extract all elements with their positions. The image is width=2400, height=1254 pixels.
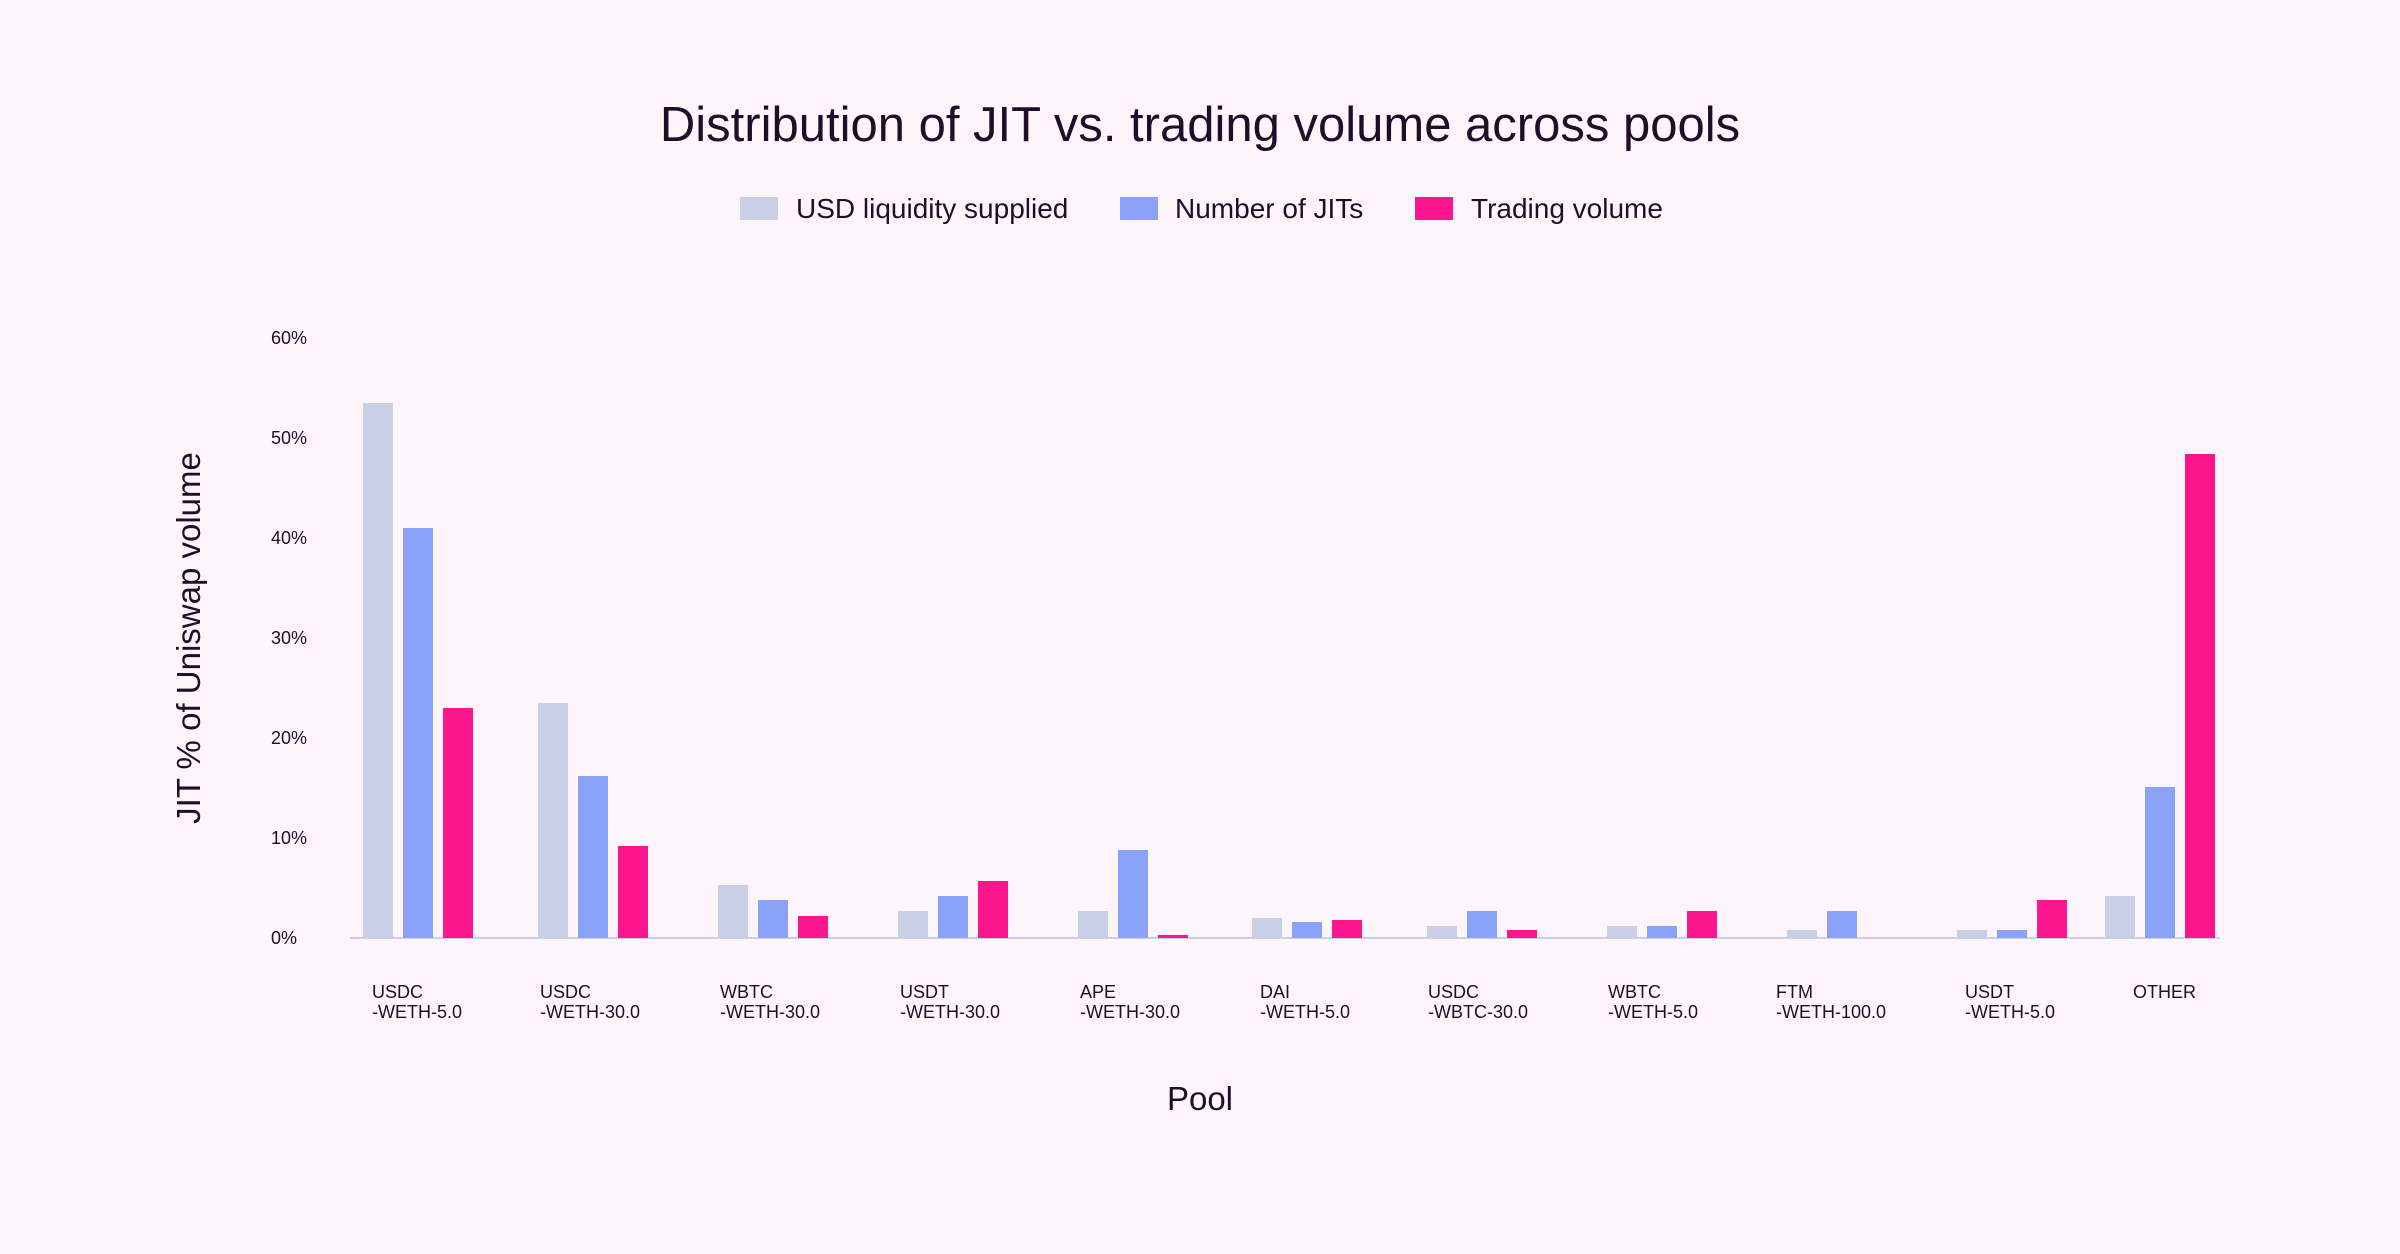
- x-tick-label: USDT: [1965, 982, 2014, 1002]
- x-tick-label: -WETH-5.0: [372, 1002, 462, 1022]
- x-tick-label: USDT: [900, 982, 949, 1002]
- x-tick-label: USDC: [540, 982, 591, 1002]
- y-tick-label: 10%: [271, 828, 307, 848]
- x-tick-label: APE: [1080, 982, 1116, 1002]
- bar: [718, 885, 748, 938]
- x-tick-label: -WETH-30.0: [1080, 1002, 1180, 1022]
- x-tick-label: -WETH-100.0: [1776, 1002, 1886, 1022]
- bar: [978, 881, 1008, 938]
- y-tick-label: 40%: [271, 528, 307, 548]
- x-tick-label: USDC: [1428, 982, 1479, 1002]
- bar: [403, 528, 433, 938]
- legend-swatch-1: [740, 197, 778, 220]
- bar: [2185, 454, 2215, 938]
- bar: [1957, 930, 1987, 938]
- legend-label-2: Number of JITs: [1175, 193, 1363, 224]
- bar: [1292, 922, 1322, 938]
- legend-swatch-3: [1415, 197, 1453, 220]
- x-tick-label: WBTC: [720, 982, 773, 1002]
- bar: [443, 708, 473, 938]
- bar: [798, 916, 828, 938]
- x-axis-category-labels: USDC-WETH-5.0USDC-WETH-30.0WBTC-WETH-30.…: [372, 982, 2196, 1022]
- bar: [1607, 926, 1637, 938]
- bar: [1332, 920, 1362, 938]
- bar: [578, 776, 608, 938]
- y-tick-label: 30%: [271, 628, 307, 648]
- bar: [758, 900, 788, 938]
- x-tick-label: -WETH-5.0: [1608, 1002, 1698, 1022]
- legend-swatch-2: [1120, 197, 1158, 220]
- x-tick-label: WBTC: [1608, 982, 1661, 1002]
- bar: [1467, 911, 1497, 938]
- bar: [1507, 930, 1537, 938]
- x-tick-label: -WETH-30.0: [540, 1002, 640, 1022]
- bar: [538, 703, 568, 938]
- legend: USD liquidity supplied Number of JITs Trad…: [740, 193, 1663, 224]
- y-axis-title: JIT % of Uniswap volume: [170, 452, 207, 824]
- y-tick-label: 50%: [271, 428, 307, 448]
- x-tick-label: -WETH-30.0: [720, 1002, 820, 1022]
- x-tick-label: USDC: [372, 982, 423, 1002]
- bar: [1252, 918, 1282, 938]
- y-tick-label: 60%: [271, 328, 307, 348]
- legend-label-3: Trading volume: [1471, 193, 1663, 224]
- bar: [2105, 896, 2135, 938]
- chart-title: Distribution of JIT vs. trading volume a…: [660, 98, 1740, 152]
- x-tick-label: -WETH-30.0: [900, 1002, 1000, 1022]
- bar: [2037, 900, 2067, 938]
- bar: [1827, 911, 1857, 938]
- bar: [1997, 930, 2027, 938]
- bar: [1787, 930, 1817, 938]
- bar: [618, 846, 648, 938]
- bar: [938, 896, 968, 938]
- bar: [1118, 850, 1148, 938]
- x-tick-label: -WETH-5.0: [1965, 1002, 2055, 1022]
- x-tick-label: DAI: [1260, 982, 1290, 1002]
- x-tick-label: -WBTC-30.0: [1428, 1002, 1528, 1022]
- y-axis-ticks: 0% 10% 20% 30% 40% 50% 60%: [271, 328, 307, 948]
- bar: [1078, 911, 1108, 938]
- x-tick-label: OTHER: [2133, 982, 2196, 1002]
- bar: [1647, 926, 1677, 938]
- bar: [1687, 911, 1717, 938]
- x-tick-label: FTM: [1776, 982, 1813, 1002]
- bars: [363, 403, 2215, 938]
- bar: [2145, 787, 2175, 938]
- y-tick-label: 20%: [271, 728, 307, 748]
- legend-label-1: USD liquidity supplied: [796, 193, 1068, 224]
- x-tick-label: -WETH-5.0: [1260, 1002, 1350, 1022]
- y-tick-label: 0%: [271, 928, 297, 948]
- bar: [363, 403, 393, 938]
- bar: [898, 911, 928, 938]
- bar: [1158, 935, 1188, 938]
- bar: [1427, 926, 1457, 938]
- x-axis-title: Pool: [1167, 1080, 1233, 1117]
